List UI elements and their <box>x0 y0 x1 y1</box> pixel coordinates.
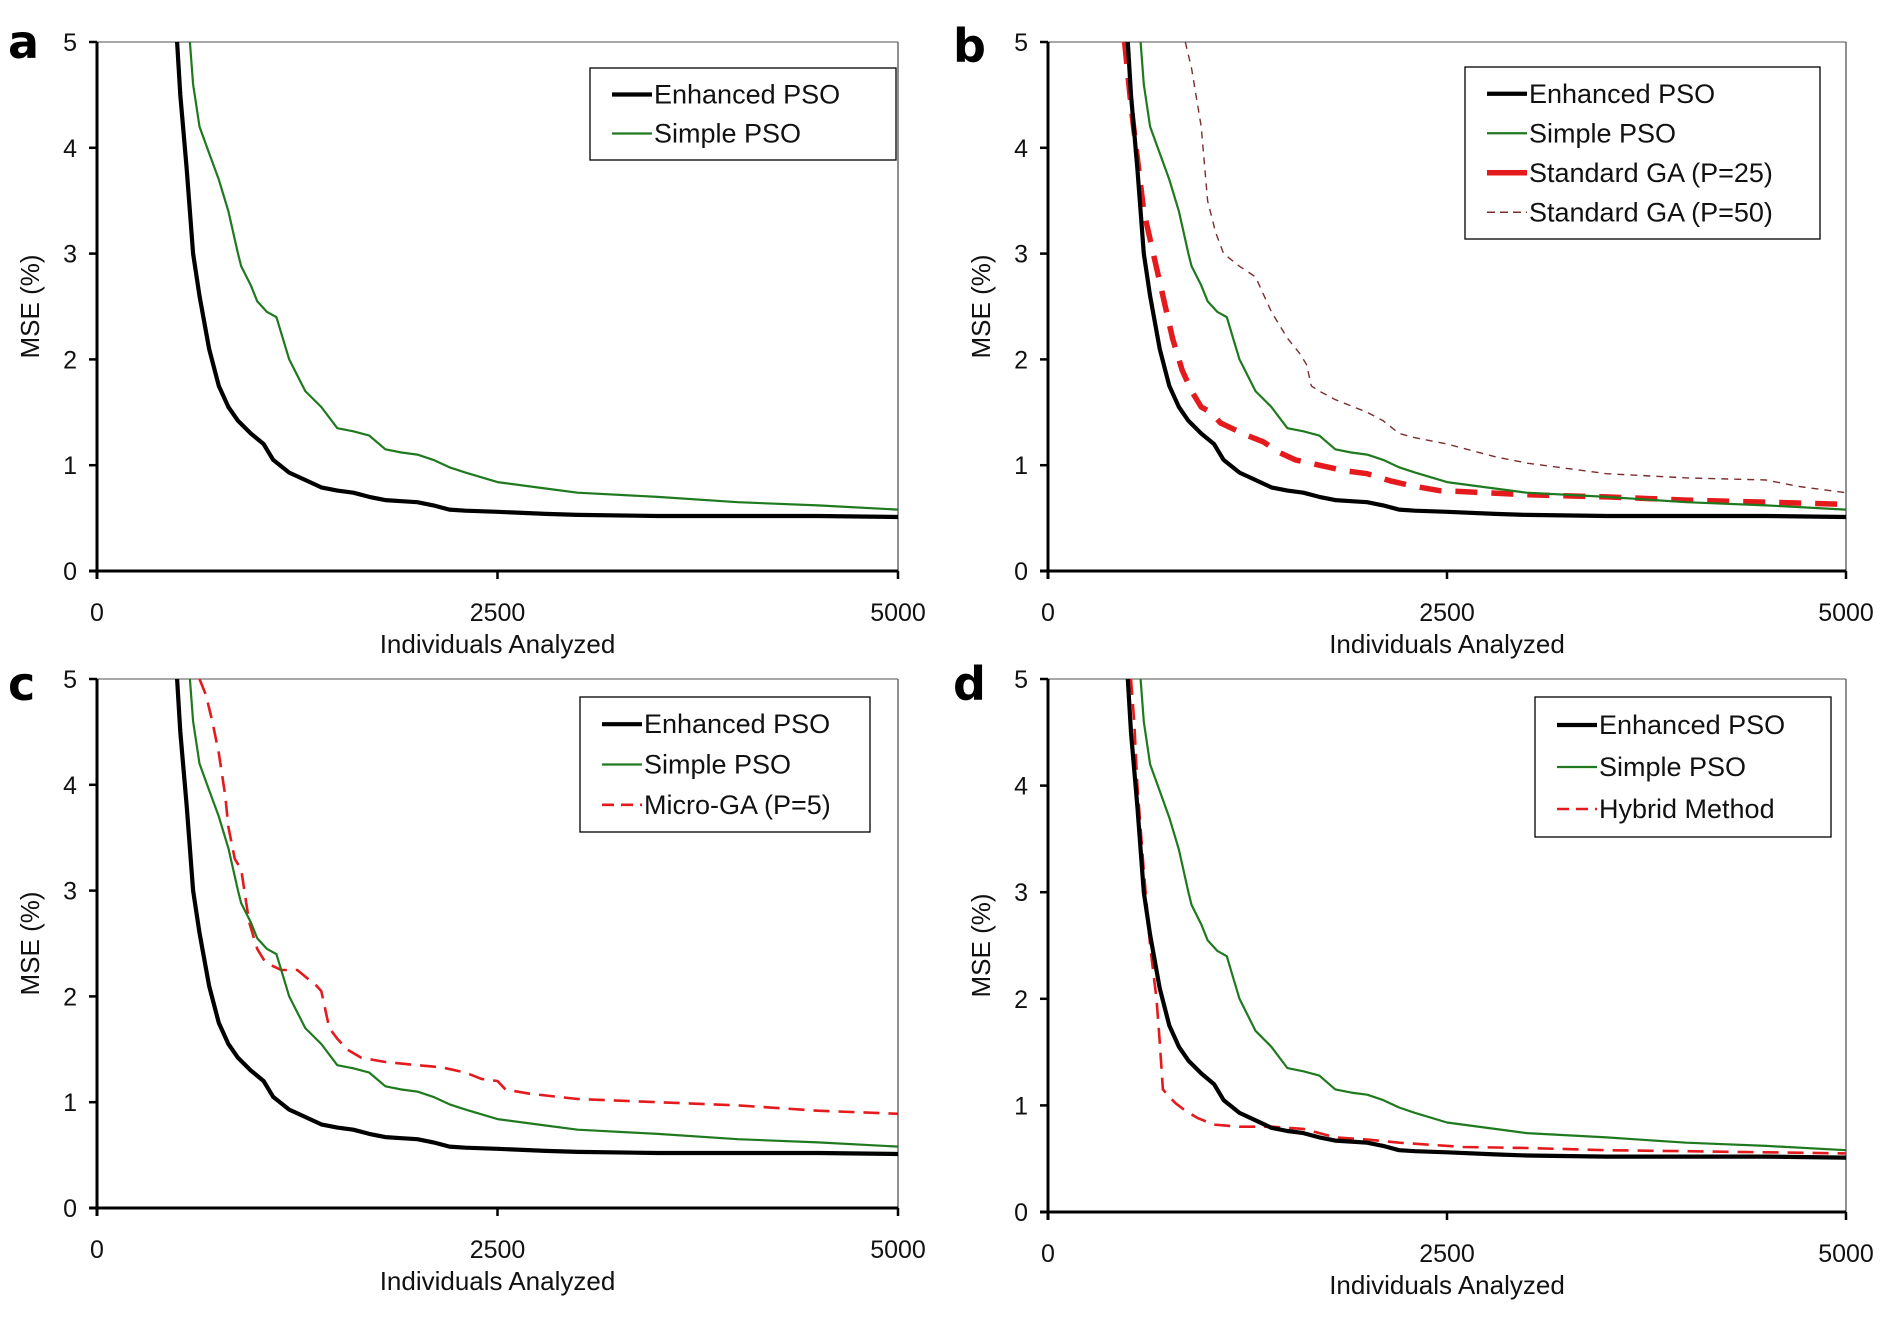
legend-item: Simple PSO <box>612 119 801 149</box>
y-tick-label: 1 <box>63 452 77 480</box>
legend-label: Standard GA (P=25) <box>1529 158 1773 188</box>
legend-label: Enhanced PSO <box>644 709 830 739</box>
x-tick-label: 0 <box>90 599 104 627</box>
legend-label: Standard GA (P=50) <box>1529 197 1773 227</box>
y-tick-label: 3 <box>1014 879 1028 907</box>
series-line-hybrid-method <box>1129 679 1846 1155</box>
y-axis-title: MSE (%) <box>966 255 996 359</box>
legend-box <box>589 67 897 161</box>
y-tick-label: 2 <box>1014 986 1028 1014</box>
series-line-standard-ga-p-50 <box>1184 42 1846 494</box>
legend-item: Enhanced PSO <box>612 80 840 110</box>
y-tick-label: 5 <box>63 666 77 694</box>
y-tick-label: 1 <box>1014 452 1028 480</box>
y-axis-title: MSE (%) <box>15 892 45 996</box>
series-line-simple-pso <box>1139 679 1846 1152</box>
x-tick-label: 2500 <box>470 599 526 627</box>
legend: Enhanced PSO Simple PSO Micro-GA (P=5) <box>579 696 871 833</box>
panel-c: c 0 1 2 3 4 5 0 2500 5000 Individuals Analyzed MSE … <box>8 657 926 1296</box>
y-tick-label: 4 <box>63 772 77 800</box>
y-tick-label: 3 <box>63 241 77 269</box>
legend-item: Simple PSO <box>602 750 791 780</box>
panel-d: d 0 1 2 3 4 5 0 2500 5000 Individuals Analyzed MSE … <box>953 657 1874 1300</box>
series-line-enhanced-pso <box>1125 42 1846 520</box>
x-tick-label: 5000 <box>1818 599 1874 627</box>
y-axis-title: MSE (%) <box>966 894 996 998</box>
y-tick-label: 4 <box>1014 135 1028 163</box>
legend-item: Enhanced PSO <box>602 709 830 739</box>
y-tick-label: 4 <box>1014 773 1028 801</box>
legend-item: Micro-GA (P=5) <box>602 790 831 820</box>
legend-item: Standard GA (P=50) <box>1487 197 1773 227</box>
series-group <box>175 42 898 520</box>
legend-label: Hybrid Method <box>1599 794 1775 824</box>
y-tick-label: 0 <box>63 558 77 586</box>
panel-letter: a <box>8 15 39 69</box>
y-tick-label: 2 <box>63 346 77 374</box>
x-axis-title: Individuals Analyzed <box>380 1266 616 1296</box>
legend-label: Micro-GA (P=5) <box>644 790 831 820</box>
series-line-simple-pso <box>188 42 898 511</box>
x-tick-label: 5000 <box>870 599 926 627</box>
x-tick-label: 2500 <box>1419 1240 1475 1268</box>
y-tick-label: 0 <box>1014 1199 1028 1227</box>
legend-label: Simple PSO <box>644 750 791 780</box>
y-tick-label: 5 <box>1014 666 1028 694</box>
y-tick-label: 3 <box>63 878 77 906</box>
legend: Enhanced PSO Simple PSO Standard GA (P=25)… <box>1464 66 1821 240</box>
legend-item: Enhanced PSO <box>1557 710 1785 740</box>
x-tick-label: 5000 <box>870 1236 926 1264</box>
legend: Enhanced PSO Simple PSO Hybrid Method <box>1534 696 1832 838</box>
y-tick-label: 2 <box>63 983 77 1011</box>
legend-label: Simple PSO <box>654 119 801 149</box>
y-tick-label: 4 <box>63 135 77 163</box>
x-tick-label: 2500 <box>1419 599 1475 627</box>
y-tick-label: 1 <box>63 1089 77 1117</box>
series-group <box>1125 679 1846 1160</box>
y-tick-label: 2 <box>1014 346 1028 374</box>
series-group <box>1121 42 1846 520</box>
y-tick-label: 0 <box>63 1195 77 1223</box>
y-tick-label: 3 <box>1014 241 1028 269</box>
series-group <box>175 679 898 1157</box>
panel-letter: c <box>8 657 35 711</box>
panel-letter: b <box>953 19 986 73</box>
x-tick-label: 5000 <box>1818 1240 1874 1268</box>
legend-item: Hybrid Method <box>1557 794 1775 824</box>
x-tick-label: 0 <box>1041 1240 1055 1268</box>
y-tick-label: 5 <box>63 29 77 57</box>
y-tick-label: 0 <box>1014 558 1028 586</box>
series-line-enhanced-pso <box>1125 679 1846 1160</box>
series-line-simple-pso <box>1139 42 1846 511</box>
x-axis-title: Individuals Analyzed <box>1329 1270 1565 1300</box>
x-tick-label: 0 <box>90 1236 104 1264</box>
series-line-micro-ga-p-5 <box>198 679 898 1116</box>
legend-label: Enhanced PSO <box>654 80 840 110</box>
x-axis-title: Individuals Analyzed <box>380 629 616 659</box>
legend-label: Simple PSO <box>1599 752 1746 782</box>
legend-label: Enhanced PSO <box>1599 710 1785 740</box>
y-tick-label: 1 <box>1014 1092 1028 1120</box>
legend-label: Enhanced PSO <box>1529 79 1715 109</box>
y-axis-title: MSE (%) <box>15 255 45 359</box>
legend-item: Standard GA (P=25) <box>1487 158 1773 188</box>
panel-b: b 0 1 2 3 4 5 0 2500 5000 Individuals Analyzed MSE … <box>953 19 1874 659</box>
y-tick-label: 5 <box>1014 29 1028 57</box>
series-line-enhanced-pso <box>175 42 898 520</box>
series-line-enhanced-pso <box>175 679 898 1157</box>
x-tick-label: 0 <box>1041 599 1055 627</box>
x-tick-label: 2500 <box>470 1236 526 1264</box>
legend-label: Simple PSO <box>1529 118 1676 148</box>
legend: Enhanced PSO Simple PSO <box>589 67 897 161</box>
legend-item: Enhanced PSO <box>1487 79 1715 109</box>
panel-a: a 0 1 2 3 4 5 0 2500 5000 Individuals Analyzed MSE … <box>8 15 926 659</box>
panel-letter: d <box>953 657 986 711</box>
x-axis-title: Individuals Analyzed <box>1329 629 1565 659</box>
legend-item: Simple PSO <box>1487 118 1676 148</box>
series-line-simple-pso <box>188 679 898 1148</box>
legend-item: Simple PSO <box>1557 752 1746 782</box>
series-line-standard-ga-p-25 <box>1121 42 1846 508</box>
